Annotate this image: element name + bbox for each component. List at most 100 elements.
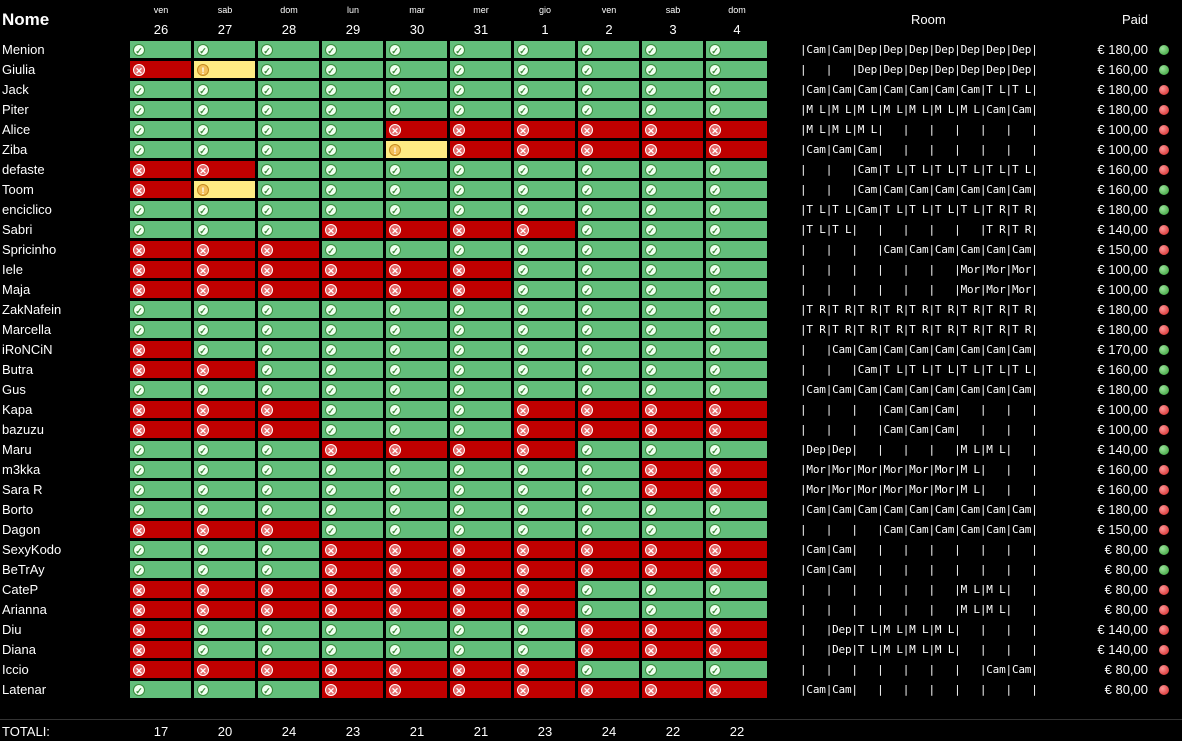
attendance-cell[interactable]: ✓ xyxy=(257,100,320,119)
attendance-cell[interactable]: ✓ xyxy=(705,60,768,79)
attendance-cell[interactable]: ✓ xyxy=(577,220,640,239)
attendance-cell[interactable]: ✕ xyxy=(449,220,512,239)
attendance-cell[interactable]: ✓ xyxy=(513,260,576,279)
attendance-cell[interactable]: ✕ xyxy=(513,120,576,139)
attendance-cell[interactable]: ✕ xyxy=(257,420,320,439)
attendance-cell[interactable]: ✕ xyxy=(129,340,192,359)
attendance-cell[interactable]: ✓ xyxy=(705,220,768,239)
attendance-cell[interactable]: ✓ xyxy=(513,180,576,199)
attendance-cell[interactable]: ✓ xyxy=(641,440,704,459)
attendance-cell[interactable]: ✓ xyxy=(577,260,640,279)
attendance-cell[interactable]: ✓ xyxy=(129,380,192,399)
attendance-cell[interactable]: ✓ xyxy=(449,380,512,399)
attendance-cell[interactable]: ✓ xyxy=(705,580,768,599)
attendance-cell[interactable]: ✓ xyxy=(641,220,704,239)
attendance-cell[interactable]: ✓ xyxy=(577,600,640,619)
attendance-cell[interactable]: ✓ xyxy=(193,460,256,479)
attendance-cell[interactable]: ✓ xyxy=(449,640,512,659)
attendance-cell[interactable]: ✓ xyxy=(577,480,640,499)
attendance-cell[interactable]: ✓ xyxy=(641,320,704,339)
attendance-cell[interactable]: ✓ xyxy=(129,680,192,699)
attendance-cell[interactable]: ✓ xyxy=(705,500,768,519)
attendance-cell[interactable]: ✓ xyxy=(705,160,768,179)
attendance-cell[interactable]: ✕ xyxy=(129,520,192,539)
attendance-cell[interactable]: ✓ xyxy=(193,560,256,579)
attendance-cell[interactable]: ✕ xyxy=(385,280,448,299)
attendance-cell[interactable]: ✓ xyxy=(705,380,768,399)
attendance-cell[interactable]: ✓ xyxy=(321,480,384,499)
attendance-cell[interactable]: ✓ xyxy=(321,320,384,339)
attendance-cell[interactable]: ✕ xyxy=(321,260,384,279)
attendance-cell[interactable]: ✓ xyxy=(193,120,256,139)
attendance-cell[interactable]: ✓ xyxy=(705,240,768,259)
attendance-cell[interactable]: ✕ xyxy=(705,640,768,659)
attendance-cell[interactable]: ✓ xyxy=(257,440,320,459)
attendance-cell[interactable]: ✓ xyxy=(641,340,704,359)
attendance-cell[interactable]: ✓ xyxy=(449,300,512,319)
attendance-cell[interactable]: ✕ xyxy=(385,540,448,559)
attendance-cell[interactable]: ✕ xyxy=(641,540,704,559)
attendance-cell[interactable]: ✓ xyxy=(513,520,576,539)
attendance-cell[interactable]: ✓ xyxy=(385,320,448,339)
attendance-cell[interactable]: ✓ xyxy=(641,260,704,279)
attendance-cell[interactable]: ✓ xyxy=(449,480,512,499)
attendance-cell[interactable]: ✓ xyxy=(641,180,704,199)
attendance-cell[interactable]: ✓ xyxy=(705,340,768,359)
attendance-cell[interactable]: ✓ xyxy=(513,360,576,379)
attendance-cell[interactable]: ✓ xyxy=(577,80,640,99)
attendance-cell[interactable]: ✕ xyxy=(705,400,768,419)
attendance-cell[interactable]: ✓ xyxy=(193,140,256,159)
attendance-cell[interactable]: ✓ xyxy=(385,340,448,359)
attendance-cell[interactable]: ✓ xyxy=(257,180,320,199)
attendance-cell[interactable]: ✓ xyxy=(705,440,768,459)
attendance-cell[interactable]: ✕ xyxy=(257,600,320,619)
attendance-cell[interactable]: ✕ xyxy=(577,540,640,559)
attendance-cell[interactable]: ✓ xyxy=(577,460,640,479)
attendance-cell[interactable]: ✓ xyxy=(385,520,448,539)
attendance-cell[interactable]: ✕ xyxy=(257,660,320,679)
attendance-cell[interactable]: ✓ xyxy=(577,240,640,259)
attendance-cell[interactable]: ✓ xyxy=(321,520,384,539)
attendance-cell[interactable]: ✕ xyxy=(193,160,256,179)
attendance-cell[interactable]: ✓ xyxy=(513,320,576,339)
attendance-cell[interactable]: ✕ xyxy=(513,580,576,599)
attendance-cell[interactable]: ✕ xyxy=(577,560,640,579)
attendance-cell[interactable]: ✕ xyxy=(129,160,192,179)
attendance-cell[interactable]: ✓ xyxy=(129,120,192,139)
attendance-cell[interactable]: ✓ xyxy=(513,640,576,659)
attendance-cell[interactable]: ✓ xyxy=(257,500,320,519)
attendance-cell[interactable]: ✓ xyxy=(321,200,384,219)
attendance-cell[interactable]: ✕ xyxy=(129,580,192,599)
attendance-cell[interactable]: ✕ xyxy=(193,240,256,259)
attendance-cell[interactable]: ✕ xyxy=(513,660,576,679)
attendance-cell[interactable]: ✓ xyxy=(129,200,192,219)
attendance-cell[interactable]: ✕ xyxy=(513,400,576,419)
attendance-cell[interactable]: ✓ xyxy=(257,460,320,479)
attendance-cell[interactable]: ✓ xyxy=(321,80,384,99)
attendance-cell[interactable]: ✓ xyxy=(513,80,576,99)
attendance-cell[interactable]: ✕ xyxy=(257,580,320,599)
attendance-cell[interactable]: ✕ xyxy=(385,440,448,459)
attendance-cell[interactable]: ✓ xyxy=(513,460,576,479)
attendance-cell[interactable]: ✓ xyxy=(193,80,256,99)
attendance-cell[interactable]: ✓ xyxy=(257,540,320,559)
attendance-cell[interactable]: ✓ xyxy=(641,500,704,519)
attendance-cell[interactable]: ✓ xyxy=(193,100,256,119)
attendance-cell[interactable]: ✓ xyxy=(641,360,704,379)
attendance-cell[interactable]: ✓ xyxy=(321,460,384,479)
attendance-cell[interactable]: ✓ xyxy=(385,60,448,79)
attendance-cell[interactable]: ✕ xyxy=(641,140,704,159)
attendance-cell[interactable]: ✓ xyxy=(449,340,512,359)
attendance-cell[interactable]: ✓ xyxy=(193,380,256,399)
attendance-cell[interactable]: ✓ xyxy=(513,60,576,79)
attendance-cell[interactable]: ✕ xyxy=(257,280,320,299)
attendance-cell[interactable]: ✕ xyxy=(257,400,320,419)
attendance-cell[interactable]: ✕ xyxy=(385,560,448,579)
attendance-cell[interactable]: ✕ xyxy=(449,440,512,459)
attendance-cell[interactable]: ✓ xyxy=(257,480,320,499)
attendance-cell[interactable]: ✓ xyxy=(193,300,256,319)
attendance-cell[interactable]: ✕ xyxy=(513,600,576,619)
attendance-cell[interactable]: ✓ xyxy=(193,500,256,519)
attendance-cell[interactable]: ✓ xyxy=(705,360,768,379)
attendance-cell[interactable]: ✓ xyxy=(321,420,384,439)
